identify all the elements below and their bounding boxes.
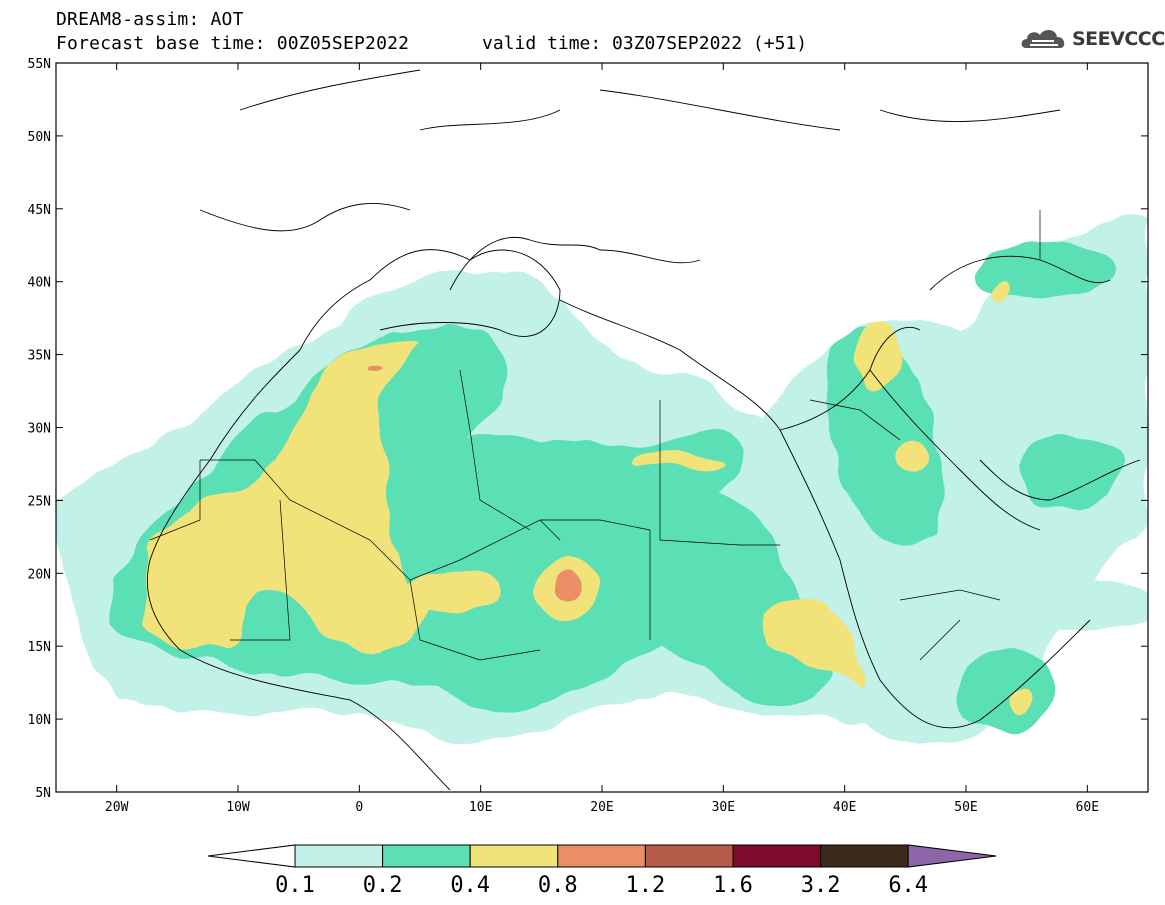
seevccc-logo: SEEVCCC [1018,24,1165,54]
cloud-icon [1021,29,1065,48]
lon-tick-label: 10W [226,800,250,815]
lat-tick-label: 20N [28,567,51,582]
colorbar-label: 6.4 [888,873,928,898]
colorbar-label: 1.2 [626,873,666,898]
lon-tick-label: 20W [105,800,129,815]
lon-tick-label: 20E [590,800,613,815]
lat-tick-label: 15N [28,640,51,655]
aot-level-0.8 [370,361,577,598]
colorbar-under-arrow [207,844,296,868]
country-borders [149,210,1041,661]
lat-tick-label: 25N [28,494,51,509]
lat-axis: 5N 10N 15N 20N 25N 30N 35N 40N 45N 50N 55N [28,57,1148,801]
lat-tick-label: 30N [28,422,51,437]
colorbar-swatch [732,844,822,868]
colorbar-swatch [294,844,384,868]
colorbar-label: 0.4 [450,873,490,898]
lat-tick-label: 35N [28,349,51,364]
aot-level-0.4 [140,282,1037,710]
lat-tick-label: 10N [28,713,51,728]
valid-time: valid time: 03Z07SEP2022 (+51) [482,33,808,54]
forecast-base-time: Forecast base time: 00Z05SEP2022 [56,33,410,54]
colorbar-swatch [644,844,734,868]
lon-tick-label: 30E [712,800,735,815]
colorbar-swatch [557,844,646,868]
colorbar-label: 0.8 [538,873,578,898]
colorbar-label: 1.6 [713,873,753,898]
colorbar-swatch [382,844,471,868]
lon-tick-label: 40E [833,800,856,815]
colorbar-swatch [820,844,909,868]
colorbar-label: 0.1 [275,873,315,898]
lat-tick-label: 40N [28,276,51,291]
lat-tick-label: 5N [35,786,51,801]
lon-tick-label: 60E [1076,800,1099,815]
lat-tick-label: 45N [28,203,51,218]
lon-tick-label: 0 [355,800,363,815]
colorbar-label: 3.2 [801,873,841,898]
lat-tick-label: 50N [28,130,51,145]
colorbar-over-arrow [907,844,997,868]
colorbar: 0.1 0.2 0.4 0.8 1.2 1.6 3.2 6.4 [207,844,997,898]
lat-tick-label: 55N [28,57,51,72]
colorbar-swatch [469,844,559,868]
map-title: DREAM8-assim: AOT [56,9,244,30]
colorbar-label: 0.2 [363,873,403,898]
logo-text: SEEVCCC [1072,28,1165,50]
aot-field [56,218,1148,744]
coastlines [56,63,1141,791]
lon-tick-label: 10E [469,800,492,815]
lon-tick-label: 50E [954,800,977,815]
lon-axis: 20W 10W 0 10E 20E 30E 40E 50E 60E [105,63,1099,815]
